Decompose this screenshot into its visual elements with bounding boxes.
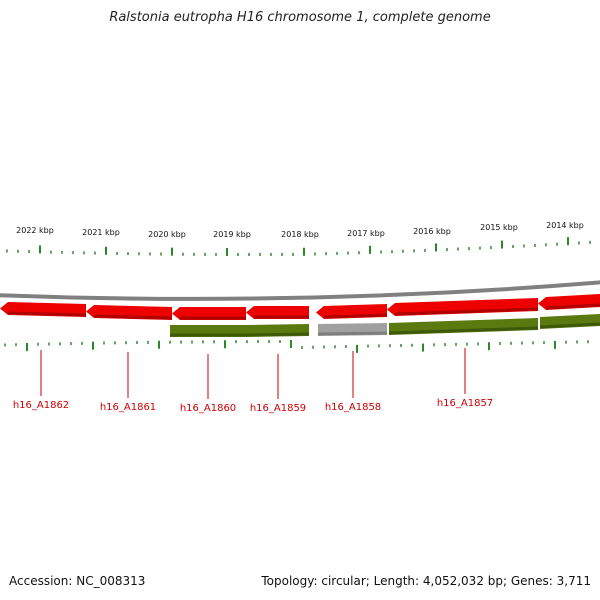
cds-arrow-shade <box>545 303 600 310</box>
gene-locus-label[interactable]: h16_A1859 <box>250 403 306 414</box>
gene-locus-label[interactable]: h16_A1861 <box>100 402 156 413</box>
kbp-label: 2015 kbp <box>480 223 518 232</box>
gene-bar-shade <box>317 331 388 336</box>
kbp-label: 2020 kbp <box>148 230 186 239</box>
topology-summary: Topology: circular; Length: 4,052,032 bp… <box>261 574 591 588</box>
chromosome-backbone <box>0 280 600 301</box>
kbp-label: 2022 kbp <box>16 226 54 235</box>
gene-features[interactable] <box>0 294 600 337</box>
gene-locus-label[interactable]: h16_A1860 <box>180 403 236 414</box>
kbp-label: 2016 kbp <box>413 227 451 236</box>
gene-locus-label[interactable]: h16_A1857 <box>437 398 493 409</box>
kbp-label: 2014 kbp <box>546 221 584 230</box>
gene-labels: h16_A1862 h16_A1861 h16_A1860 h16_A1859 h16_… <box>13 348 493 414</box>
gene-locus-label[interactable]: h16_A1862 <box>13 400 69 411</box>
ruler: 2022 kbp 2021 kbp 2020 kbp 2019 kbp 2018 kbp… <box>6 221 591 256</box>
cds-arrow-shade <box>7 311 87 317</box>
lower-tick-ring <box>4 340 589 353</box>
kbp-label: 2021 kbp <box>82 228 120 237</box>
cds-arrow-shade <box>394 307 539 316</box>
gene-bar-shade <box>245 332 310 337</box>
map-title: Ralstonia eutropha H16 chromosome 1, com… <box>109 10 491 25</box>
cds-arrow-shade <box>323 313 388 319</box>
cds-arrow-shade <box>93 314 173 320</box>
kbp-label: 2019 kbp <box>213 230 251 239</box>
gene-bar-shade <box>539 322 600 329</box>
kbp-label: 2018 kbp <box>281 230 319 239</box>
accession-label: Accession: NC_008313 <box>9 574 146 588</box>
kbp-label: 2017 kbp <box>347 229 385 238</box>
gene-bar-shade <box>388 326 539 335</box>
gene-locus-label[interactable]: h16_A1858 <box>325 402 381 413</box>
